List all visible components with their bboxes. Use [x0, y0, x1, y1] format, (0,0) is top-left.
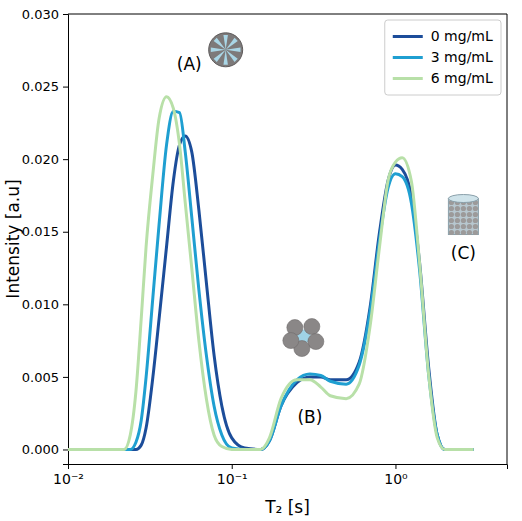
y-tick: 0.020: [22, 152, 68, 167]
y-tick-label: 0.030: [22, 7, 59, 22]
x-axis-line: [69, 465, 508, 470]
x-axis: 10⁻² 10⁻¹ 10⁰: [53, 464, 507, 487]
column-body: [448, 199, 478, 235]
column-grain: [449, 212, 454, 217]
legend: 0 mg/mL 3 mg/mL 6 mg/mL: [385, 20, 501, 95]
x-tick: 10⁻²: [53, 464, 84, 487]
legend-label: 0 mg/mL: [431, 28, 493, 44]
y-tick: 0.005: [22, 370, 68, 385]
y-tick-label: 0.025: [22, 79, 59, 94]
y-tick-mark: [63, 87, 68, 88]
column-grain: [455, 218, 460, 223]
legend-swatch: [393, 35, 423, 38]
y-tick-mark: [63, 304, 68, 305]
pore-disc: [209, 33, 243, 67]
column-grain: [467, 230, 472, 235]
column-top: [448, 195, 478, 203]
annotation: (B): [297, 407, 322, 427]
y-tick-label: 0.015: [22, 224, 59, 239]
x-tick-mark: [232, 464, 233, 469]
legend-label: 3 mg/mL: [431, 49, 493, 65]
y-tick-label: 0.000: [22, 442, 59, 457]
x-tick-label: 10⁻¹: [217, 471, 248, 487]
column-grain: [461, 218, 466, 223]
pore-channel: [226, 50, 238, 62]
pore-icon: [209, 33, 243, 67]
annotation: (C): [451, 243, 476, 263]
y-tick: 0.030: [22, 7, 68, 22]
grain: [308, 334, 324, 350]
chart: 10⁻² 10⁻¹ 10⁰ 0.000 0.005 0.010 0.015 0.020 0.02…: [0, 0, 522, 521]
y-tick-mark: [63, 449, 68, 450]
column-grain: [449, 218, 454, 223]
legend-swatch: [393, 77, 423, 80]
x-tick: 10⁻¹: [217, 464, 248, 487]
column-grain: [467, 218, 472, 223]
column-grain: [449, 206, 454, 211]
series-line: [68, 97, 474, 450]
column-grain: [461, 206, 466, 211]
y-tick: 0.000: [22, 442, 68, 457]
y-axis-title: Intensity [a.u]: [3, 179, 23, 298]
column-grain: [467, 212, 472, 217]
x-tick-mark: [395, 464, 396, 469]
y-axis: 0.000 0.005 0.010 0.015 0.020 0.025 0.030: [22, 7, 69, 465]
x-tick-label: 10⁻²: [53, 471, 84, 487]
plot-area: [68, 97, 474, 450]
column-grain: [473, 212, 478, 217]
column-grain: [467, 224, 472, 229]
x-axis-title: T₂ [s]: [264, 497, 310, 517]
y-tick-mark: [63, 232, 68, 233]
column-grain: [461, 224, 466, 229]
column-grain: [461, 212, 466, 217]
legend-label: 6 mg/mL: [431, 70, 493, 86]
pore-channel: [226, 48, 241, 52]
column-grain: [473, 230, 478, 235]
y-axis-line: [63, 15, 69, 465]
column-grain: [455, 224, 460, 229]
pore-channel: [223, 50, 227, 65]
column-grain: [455, 206, 460, 211]
x-tick: 10⁰: [384, 464, 408, 487]
legend-box: [385, 20, 501, 95]
pore-channel: [211, 48, 226, 52]
legend-swatch: [393, 56, 423, 59]
y-tick-mark: [63, 377, 68, 378]
y-tick-mark: [63, 159, 68, 160]
frame-right: [507, 14, 508, 464]
column-grain: [455, 230, 460, 235]
pore-channel: [214, 50, 226, 62]
frame-top: [68, 14, 507, 15]
y-tick-label: 0.010: [22, 297, 59, 312]
column-grain: [473, 206, 478, 211]
y-tick-label: 0.005: [22, 370, 59, 385]
y-tick: 0.025: [22, 79, 68, 94]
x-tick-label: 10⁰: [384, 471, 408, 487]
column-grain: [449, 230, 454, 235]
y-tick: 0.015: [22, 224, 68, 239]
y-tick: 0.010: [22, 297, 68, 312]
annotation: (A): [177, 54, 202, 74]
pore-channel: [214, 38, 226, 50]
column-grain: [473, 218, 478, 223]
column-grain: [461, 230, 466, 235]
series-line: [68, 111, 474, 449]
grain: [304, 319, 320, 335]
y-tick-label: 0.020: [22, 152, 59, 167]
column-grain: [473, 224, 478, 229]
grain-icon: [283, 319, 324, 357]
pore-channel: [226, 38, 238, 50]
column-grain: [449, 224, 454, 229]
column-grain: [455, 212, 460, 217]
grain: [283, 333, 299, 349]
column-grain: [467, 206, 472, 211]
pore-channel: [223, 35, 227, 50]
column-icon: [448, 195, 478, 236]
y-tick-mark: [63, 14, 68, 15]
